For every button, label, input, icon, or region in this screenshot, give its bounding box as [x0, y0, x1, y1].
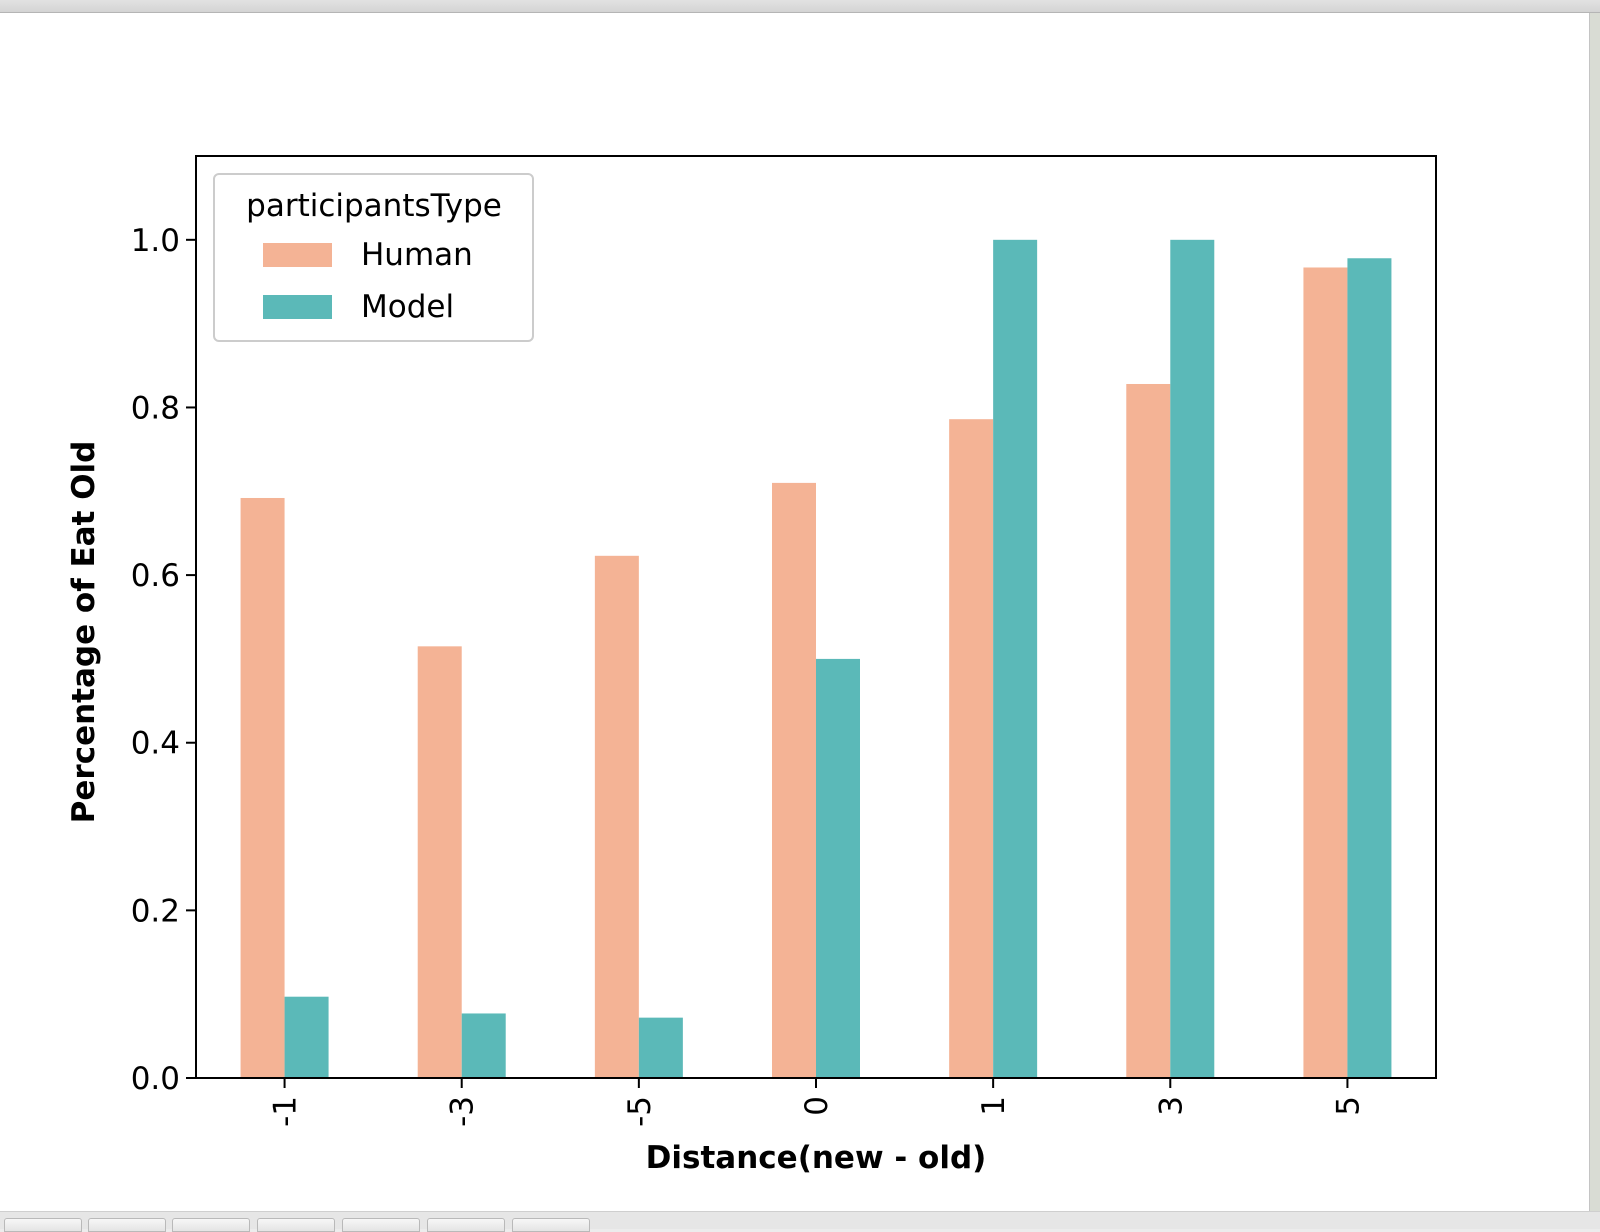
- bar-model-0: [816, 658, 860, 1078]
- x-axis-ticks: -1 -3 -5 0 1 3 5: [268, 1078, 1366, 1127]
- bars-group: [240, 239, 1392, 1079]
- y-tick-label: 0.6: [131, 558, 180, 594]
- x-tick-label: -1: [268, 1096, 304, 1127]
- save-button[interactable]: [512, 1218, 590, 1232]
- bar-human-0: [772, 482, 816, 1079]
- legend-swatch-model: [263, 295, 332, 319]
- bar-human--5: [594, 555, 639, 1078]
- y-axis-ticks: 0.0 0.2 0.4 0.6 0.8 1.0: [131, 223, 196, 1097]
- x-tick-label: -3: [445, 1096, 481, 1127]
- window-right-edge: [1589, 13, 1600, 1211]
- configure-subplots-button[interactable]: [427, 1218, 505, 1232]
- bar-model--5: [638, 1017, 683, 1078]
- y-tick-label: 0.0: [131, 1061, 180, 1097]
- y-tick-label: 0.8: [131, 390, 180, 426]
- bar-human--1: [240, 497, 285, 1079]
- legend-swatch-human: [263, 243, 332, 267]
- bar-model--3: [461, 1013, 506, 1078]
- bar-chart: 0.0 0.2 0.4 0.6 0.8 1.0 -1 -3 -5 0 1 3 5 Percentage…: [66, 155, 1437, 1176]
- legend-label-human: Human: [361, 237, 473, 273]
- bar-model-1: [993, 239, 1038, 1078]
- x-tick-label: 0: [799, 1096, 835, 1116]
- forward-button[interactable]: [172, 1218, 250, 1232]
- navigation-toolbar: [0, 1211, 1600, 1232]
- home-button[interactable]: [4, 1218, 82, 1232]
- x-tick-label: 3: [1153, 1096, 1189, 1116]
- y-tick-label: 0.2: [131, 893, 180, 929]
- zoom-button[interactable]: [342, 1218, 420, 1232]
- y-axis-label: Percentage of Eat Old: [66, 441, 102, 824]
- figure-canvas: 0.0 0.2 0.4 0.6 0.8 1.0 -1 -3 -5 0 1 3 5 Percentage…: [0, 13, 1589, 1211]
- pan-button[interactable]: [257, 1218, 335, 1232]
- bar-human--3: [417, 646, 462, 1078]
- legend-title: participantsType: [246, 188, 502, 224]
- bar-human-1: [949, 419, 994, 1078]
- y-tick-label: 0.4: [131, 726, 180, 762]
- bar-model-5: [1347, 258, 1392, 1078]
- x-tick-label: -5: [622, 1096, 658, 1127]
- bar-human-3: [1126, 383, 1171, 1078]
- back-button[interactable]: [88, 1218, 166, 1232]
- x-tick-label: 1: [976, 1096, 1012, 1116]
- x-axis-label: Distance(new - old): [646, 1140, 987, 1176]
- legend-label-model: Model: [361, 289, 454, 325]
- legend: participantsType Human Model: [213, 173, 534, 342]
- bar-model--1: [284, 996, 329, 1078]
- bar-human-5: [1303, 267, 1348, 1079]
- bar-model-3: [1170, 239, 1215, 1078]
- y-tick-label: 1.0: [131, 223, 180, 259]
- window-title-bar[interactable]: [0, 0, 1600, 13]
- x-tick-label: 5: [1330, 1096, 1366, 1116]
